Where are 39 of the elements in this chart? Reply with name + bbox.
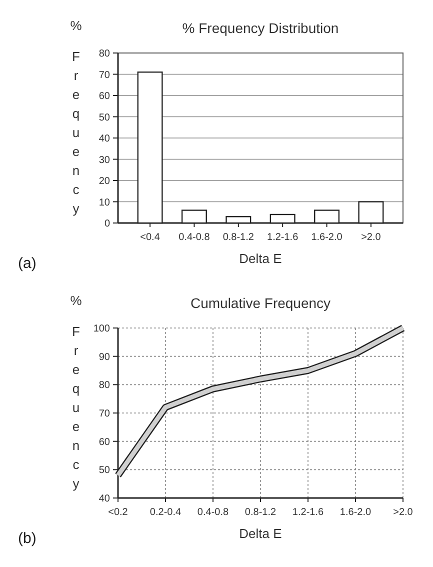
x-tick-label: 0.8-1.2: [244, 507, 276, 518]
x-axis-title: Delta E: [239, 251, 282, 266]
y-tick-label: 40: [98, 494, 110, 504]
x-tick-label: 0.4-0.8: [178, 232, 210, 243]
y-tick-label: 10: [98, 197, 110, 208]
x-tick-label: <0.4: [140, 232, 160, 243]
x-tick-label: 1.2-1.6: [267, 232, 299, 243]
y-tick-label: 0: [104, 218, 110, 230]
x-axis-title: Delta E: [239, 526, 282, 541]
y-tick-label: 70: [98, 408, 110, 420]
x-tick-label: 1.6-2.0: [311, 232, 343, 243]
x-tick-label: <0.2: [108, 507, 128, 518]
x-tick-label: 1.6-2.0: [340, 507, 372, 518]
y-tick-label: 80: [98, 380, 110, 392]
y-tick-label: 50: [98, 465, 110, 476]
text: %: [70, 18, 82, 33]
x-tick-label: 0.2-0.4: [150, 507, 182, 518]
y-tick-label: 40: [98, 134, 110, 144]
chart-title: % Frequency Distribution: [182, 20, 339, 36]
chart-title: Cumulative Frequency: [190, 295, 331, 311]
x-tick-label: 0.8-1.2: [222, 232, 254, 243]
y-tick-label: 100: [93, 324, 110, 334]
y-tick-label: 60: [98, 436, 110, 448]
x-tick-label: 1.2-1.6: [292, 507, 324, 518]
y-tick-label: 90: [98, 352, 110, 363]
x-tick-label: >2.0: [393, 507, 414, 518]
text: Frequency: [72, 49, 80, 216]
y-tick-label: 20: [98, 176, 110, 187]
x-tick-label: >2.0: [361, 232, 382, 243]
y-tick-label: 50: [98, 112, 110, 124]
y-tick-label: 30: [98, 154, 110, 166]
text: (a): [18, 255, 36, 272]
text: (b): [18, 530, 36, 547]
text: %: [70, 293, 82, 308]
x-tick-label: 0.4-0.8: [197, 507, 229, 518]
text: Frequency: [72, 324, 80, 491]
y-tick-label: 80: [98, 48, 110, 60]
y-tick-label: 70: [98, 70, 110, 81]
y-tick-label: 60: [98, 91, 110, 102]
